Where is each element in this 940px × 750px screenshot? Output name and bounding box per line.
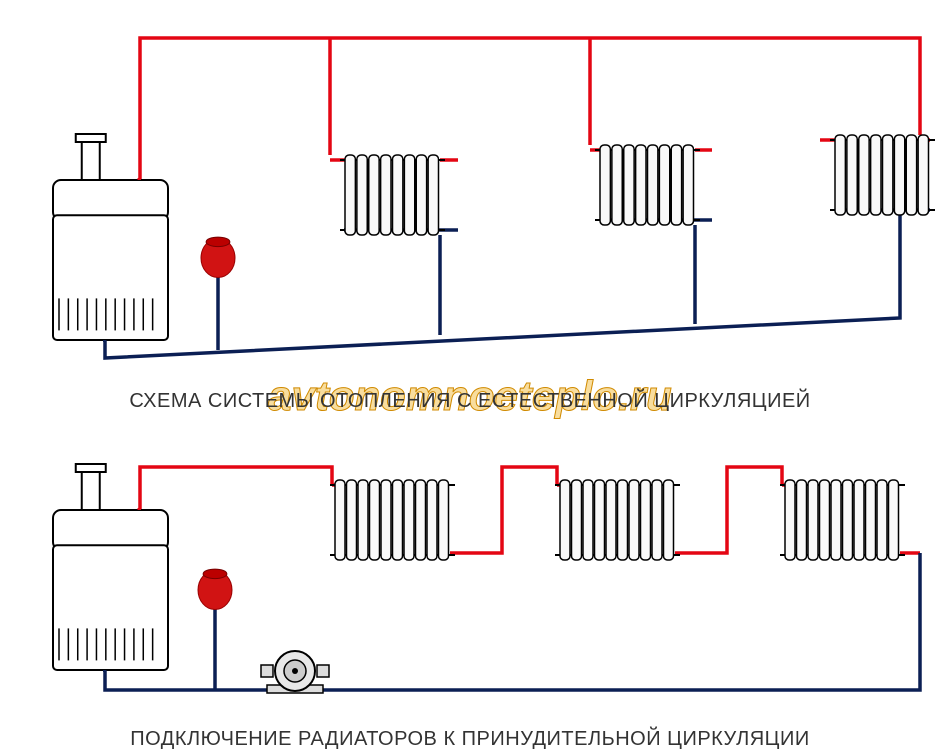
page-root: avtonomnoeteplo.ru СХЕМА СИСТЕМЫ ОТОПЛЕН…: [0, 0, 940, 750]
scheme2-diagram: [0, 425, 940, 720]
caption-scheme1: СХЕМА СИСТЕМЫ ОТОПЛЕНИЯ С ЕСТЕСТВЕННОЙ Ц…: [0, 390, 940, 413]
scheme1-diagram: [0, 0, 940, 380]
caption-scheme2: ПОДКЛЮЧЕНИЕ РАДИАТОРОВ К ПРИНУДИТЕЛЬНОЙ …: [0, 728, 940, 750]
